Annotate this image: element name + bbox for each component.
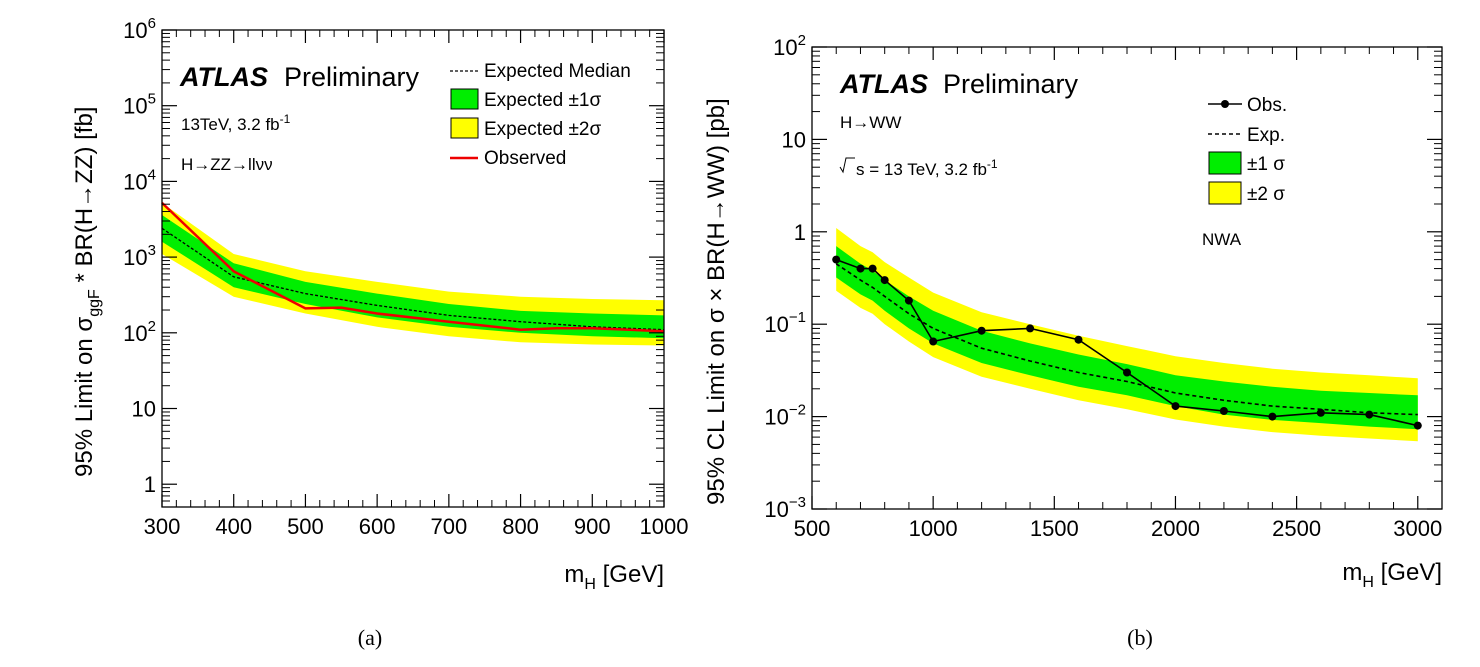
panel-a-energy-label: 13TeV, 3.2 fb-1 — [181, 112, 291, 134]
panel-a-observed-line — [161, 201, 665, 333]
legend-b-band1-swatch — [1208, 151, 1242, 175]
legend-a-band1-label: Expected ±1σ — [484, 90, 601, 111]
panel-b-observed-point — [1074, 335, 1083, 344]
panel-b-expected-line — [835, 263, 1418, 416]
panel-b-y-axis-title: 95% CL Limit on σ × BR(H→WW) [pb] — [703, 98, 730, 505]
panel-b-observed-point — [868, 264, 877, 273]
panel-b-legend: Obs. Exp. ±1 σ ±2 σ — [1208, 95, 1287, 205]
x-tick-label: 1000 — [909, 516, 958, 541]
panel-b-observed-line — [835, 258, 1418, 427]
panel-b-observed-point — [1026, 324, 1035, 333]
y-tick-label: 10−2 — [764, 402, 806, 430]
panel-b-observed-point — [880, 276, 889, 285]
panel-b-observed-point — [1365, 410, 1374, 419]
panel-b-observed-point — [832, 255, 841, 264]
legend-b-band1-label: ±1 σ — [1247, 154, 1285, 175]
x-tick-label: 500 — [287, 514, 324, 539]
panel-a-expected-line — [161, 227, 665, 331]
legend-a-observed-label: Observed — [484, 148, 566, 169]
panel-a-y-axis-title: 95% Limit on σggF * BR(H→ZZ) [fb] — [71, 107, 103, 477]
panel-b-chart: 500 1000 1500 2000 2500 3000 10−310−210−11101… — [703, 32, 1443, 650]
panel-a-legend: Expected Median Expected ±1σ Expected ±2… — [450, 61, 631, 169]
panel-b-observed-point — [929, 337, 938, 346]
y-tick-label: 106 — [123, 15, 156, 43]
x-tick-label: 800 — [502, 514, 539, 539]
panel-b-observed-point — [977, 326, 986, 335]
legend-b-band2-swatch — [1208, 181, 1242, 205]
y-tick-label: 10 — [782, 127, 806, 152]
panel-b-observed-point — [904, 296, 913, 305]
x-tick-label: 3000 — [1393, 516, 1442, 541]
panel-a-band-2sigma — [162, 202, 664, 346]
panel-a-channel-label: H→ZZ→llνν — [181, 155, 273, 174]
panel-a-plot-area — [161, 201, 665, 346]
x-tick-label: 2500 — [1272, 516, 1321, 541]
legend-b-band2-label: ±2 σ — [1247, 184, 1285, 205]
legend-a-band1-swatch — [450, 88, 479, 110]
y-tick-label: 102 — [773, 32, 806, 60]
panel-a-y-ticks: 1 10 102 103 104 105 106 — [123, 15, 664, 508]
y-tick-label: 10 — [132, 397, 156, 422]
legend-b-observed-marker — [1221, 100, 1229, 108]
panel-b-observed-point — [1171, 402, 1180, 411]
y-tick-label: 1 — [794, 220, 806, 245]
panel-b-x-axis-title: mH [GeV] — [1342, 559, 1442, 591]
panel-b-caption: (b) — [1127, 625, 1153, 650]
x-tick-label: 1500 — [1030, 516, 1079, 541]
panel-a-band-1sigma — [162, 215, 664, 339]
panel-a-x-axis-title: mH [GeV] — [564, 561, 664, 593]
panel-b-observed-point — [856, 264, 865, 273]
x-tick-label: 2000 — [1151, 516, 1200, 541]
panel-b-preliminary-label: Preliminary — [943, 69, 1079, 99]
x-tick-label: 900 — [574, 514, 611, 539]
panel-a-x-ticks: 300 400 500 600 700 800 900 1000 — [144, 30, 689, 539]
panel-b-model-label: NWA — [1202, 230, 1242, 249]
legend-a-band2-label: Expected ±2σ — [484, 119, 601, 140]
panel-a-preliminary-label: Preliminary — [284, 62, 420, 92]
panel-a-atlas-label: ATLAS — [179, 62, 268, 92]
svg-text:s = 13 TeV, 3.2 fb-1: s = 13 TeV, 3.2 fb-1 — [856, 157, 998, 179]
panel-b-observed-point — [1413, 421, 1422, 430]
panel-b-observed-point — [1219, 407, 1228, 415]
y-tick-label: 102 — [123, 318, 156, 346]
panel-b-channel-label: H→WW — [840, 113, 901, 132]
x-tick-label: 300 — [144, 514, 181, 539]
panel-a-chart: 300 400 500 600 700 800 900 1000 1 10 102 103 104 10… — [71, 15, 688, 650]
y-tick-label: 1 — [144, 472, 156, 497]
legend-a-expected-label: Expected Median — [484, 61, 631, 82]
x-tick-label: 400 — [215, 514, 252, 539]
x-tick-label: 1000 — [640, 514, 689, 539]
y-tick-label: 104 — [123, 166, 156, 194]
panel-b-atlas-label: ATLAS — [839, 69, 928, 99]
panel-b-observed-point — [1316, 408, 1325, 417]
y-tick-label: 105 — [123, 91, 156, 119]
panel-b-observed-point — [1268, 412, 1277, 421]
x-tick-label: 600 — [359, 514, 396, 539]
legend-b-expected-label: Exp. — [1247, 125, 1285, 146]
x-tick-label: 700 — [430, 514, 467, 539]
panel-b-x-ticks: 500 1000 1500 2000 2500 3000 — [794, 47, 1443, 541]
panel-a-caption: (a) — [358, 625, 382, 650]
y-tick-label: 10−3 — [764, 494, 806, 522]
x-tick-label: 500 — [794, 516, 831, 541]
panel-b-y-ticks: 10−3 10−2 10−1 1 10 102 — [764, 32, 1442, 522]
y-tick-label: 10−1 — [764, 309, 806, 337]
legend-b-observed-label: Obs. — [1247, 95, 1287, 116]
panel-b-observed-point — [1123, 368, 1131, 377]
legend-a-band2-swatch — [450, 117, 479, 139]
panel-b-energy-label: s = 13 TeV, 3.2 fb-1 — [839, 157, 998, 179]
sqrt-symbol-icon — [839, 157, 855, 174]
y-tick-label: 103 — [123, 242, 156, 270]
panel-b-plot-area — [832, 228, 1422, 442]
